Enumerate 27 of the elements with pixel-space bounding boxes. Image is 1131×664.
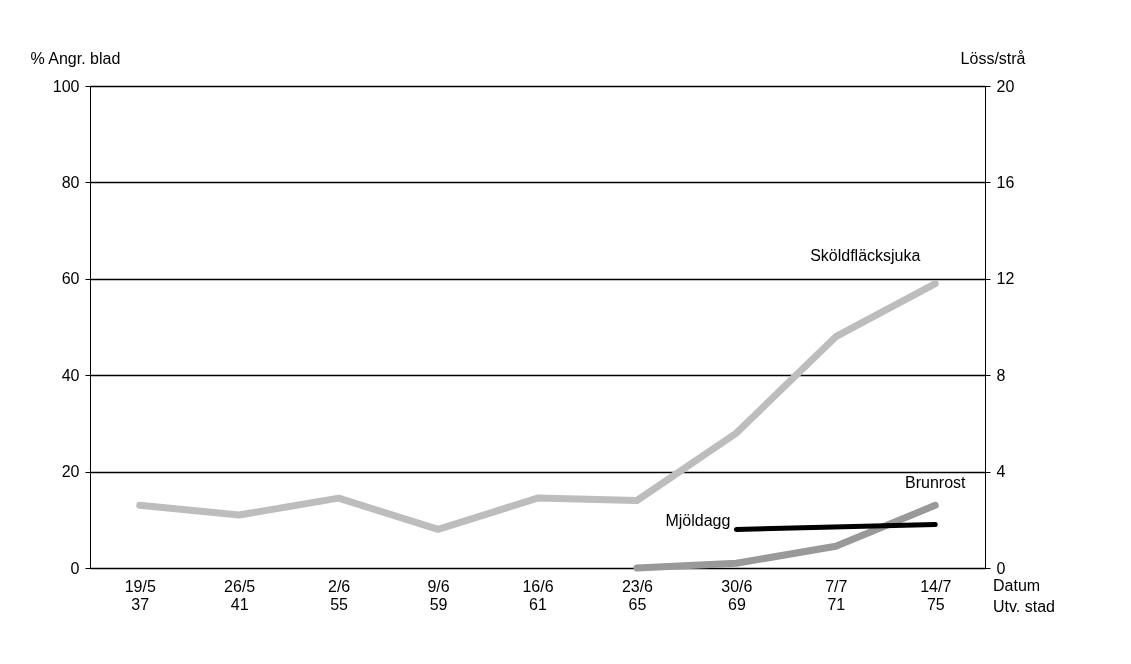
series-label: Brunrost bbox=[905, 474, 967, 492]
x-axis-title: Datum Utv. stad bbox=[993, 577, 1055, 615]
x-tick-label: 30/6 69 bbox=[721, 577, 753, 613]
x-tick-label: 2/6 55 bbox=[327, 577, 351, 613]
y-tick-label: 40 bbox=[61, 366, 80, 384]
y2-tick-label: 16 bbox=[996, 173, 1015, 191]
x-tick-label: 7/7 71 bbox=[825, 577, 848, 613]
x-tick-label: 16/6 61 bbox=[522, 577, 554, 613]
series-label: Mjöldagg bbox=[665, 512, 731, 530]
x-tick-label: 9/6 59 bbox=[427, 577, 450, 613]
x-tick-label: 19/5 37 bbox=[124, 577, 156, 613]
y-tick-label: 100 bbox=[52, 77, 80, 95]
y-tick-label: 0 bbox=[70, 559, 80, 577]
y2-axis-title: Löss/strå bbox=[960, 49, 1026, 67]
x-tick-label: 26/5 41 bbox=[224, 577, 256, 613]
y2-tick-label: 20 bbox=[996, 77, 1015, 95]
y2-tick-label: 4 bbox=[996, 463, 1006, 481]
y2-tick-label: 12 bbox=[996, 270, 1015, 288]
y2-tick-label: 0 bbox=[996, 559, 1006, 577]
series-label: Sköldfläcksjuka bbox=[810, 246, 921, 264]
y2-tick-label: 8 bbox=[996, 366, 1006, 384]
y-axis-title: % Angr. blad bbox=[30, 49, 121, 67]
y-tick-label: 20 bbox=[61, 463, 80, 481]
x-tick-label: 14/7 75 bbox=[920, 577, 952, 613]
y-tick-label: 60 bbox=[61, 270, 80, 288]
x-tick-label: 23/6 65 bbox=[621, 577, 654, 613]
y-tick-label: 80 bbox=[61, 173, 80, 191]
